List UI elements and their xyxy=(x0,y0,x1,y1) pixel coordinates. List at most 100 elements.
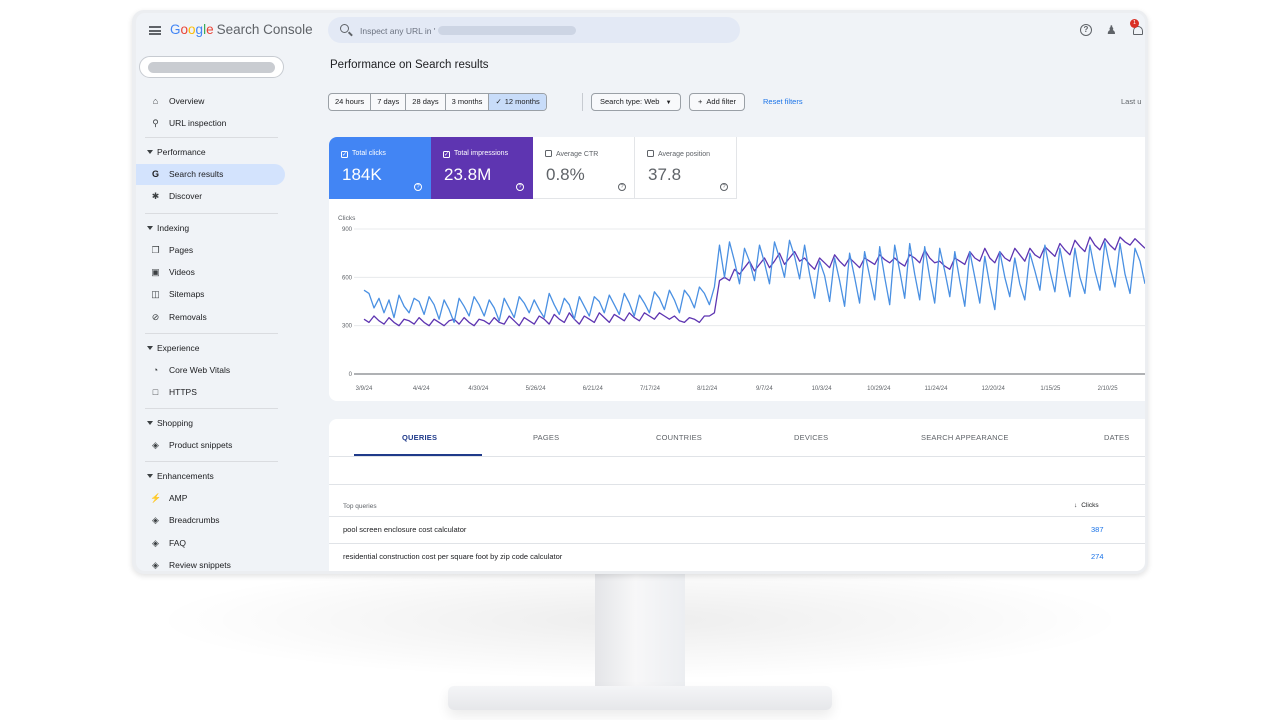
sidebar-item-review-snippets[interactable]: ◈ Review snippets xyxy=(136,555,285,571)
x-tick-label: 9/7/24 xyxy=(756,386,773,392)
sidebar-item-overview[interactable]: ⌂ Overview xyxy=(136,91,285,112)
videos-icon: ▣ xyxy=(151,267,160,277)
metric-average-position[interactable]: Average position 37.8 ? xyxy=(635,137,737,199)
sidebar-section-indexing[interactable]: Indexing xyxy=(136,219,285,237)
date-range-selector: 24 hours 7 days 28 days 3 months ✓ 12 mon… xyxy=(328,93,547,111)
manage-users-icon[interactable]: ♟ xyxy=(1106,23,1117,37)
sidebar-item-core-web-vitals[interactable]: ◔ Core Web Vitals xyxy=(136,360,285,381)
notifications-bell-icon[interactable]: 1 xyxy=(1130,19,1144,37)
logo-letter: e xyxy=(206,22,214,37)
tab-dates[interactable]: DATES xyxy=(1104,433,1130,442)
help-circle-icon[interactable]: ? xyxy=(414,183,422,191)
date-range-7-days[interactable]: 7 days xyxy=(371,94,407,110)
blurred-property-name xyxy=(438,26,576,35)
reset-filters-link[interactable]: Reset filters xyxy=(763,97,803,106)
tab-search-appearance[interactable]: SEARCH APPEARANCE xyxy=(921,433,1009,442)
sidebar-item-label: Discover xyxy=(169,191,203,201)
column-header-top-queries[interactable]: Top queries xyxy=(343,503,377,510)
search-type-button[interactable]: Search type: Web ▼ xyxy=(591,93,681,111)
y-tick-label: 0 xyxy=(349,372,353,378)
notification-badge: 1 xyxy=(1130,19,1139,28)
sidebar-item-breadcrumbs[interactable]: ◈ Breadcrumbs xyxy=(136,510,285,531)
last-updated-text: Last u xyxy=(1121,97,1142,106)
metric-label: ✓ Total impressions xyxy=(443,150,508,158)
x-tick-label: 12/20/24 xyxy=(982,386,1006,392)
layers-icon: ◈ xyxy=(152,560,159,570)
property-selector[interactable] xyxy=(139,56,284,78)
tab-queries[interactable]: QUERIES xyxy=(402,433,438,442)
monitor-stand-neck xyxy=(595,572,685,697)
sitemaps-icon: ◫ xyxy=(151,289,160,299)
sidebar-section-shopping[interactable]: Shopping xyxy=(136,414,285,432)
sidebar-item-label: Overview xyxy=(169,96,205,106)
metric-total-clicks[interactable]: ✓ Total clicks 184K ? xyxy=(329,137,431,199)
sidebar-divider xyxy=(145,408,278,409)
sidebar-item-label: Product snippets xyxy=(169,440,233,450)
toolbar-divider xyxy=(329,484,1145,485)
table-row-query[interactable]: pool screen enclosure cost calculator xyxy=(343,525,467,534)
url-inspection-search[interactable] xyxy=(328,17,740,43)
metric-total-impressions[interactable]: ✓ Total impressions 23.8M ? xyxy=(431,137,533,199)
sidebar-item-search-results[interactable]: G Search results xyxy=(136,164,285,185)
help-circle-icon[interactable]: ? xyxy=(720,183,728,191)
table-row-query[interactable]: residential construction cost per square… xyxy=(343,552,563,561)
page-title: Performance on Search results xyxy=(330,59,489,71)
sidebar-divider xyxy=(145,213,278,214)
help-circle-icon[interactable]: ? xyxy=(618,183,626,191)
metric-value: 0.8% xyxy=(546,165,585,184)
sidebar-item-label: Review snippets xyxy=(169,560,231,570)
layers-icon: ◈ xyxy=(152,515,159,525)
hamburger-menu-icon[interactable] xyxy=(149,26,161,35)
bolt-icon: ⚡ xyxy=(150,493,162,503)
metric-label-text: Average position xyxy=(658,151,711,158)
sidebar-section-experience[interactable]: Experience xyxy=(136,339,285,357)
date-range-12-months[interactable]: ✓ 12 months xyxy=(489,94,546,110)
sort-arrow-down-icon: ↓ xyxy=(1074,502,1078,509)
sidebar-item-videos[interactable]: ▣ Videos xyxy=(136,262,285,283)
date-range-3-months[interactable]: 3 months xyxy=(446,94,490,110)
sidebar-item-product-snippets[interactable]: ◈ Product snippets xyxy=(136,435,285,456)
search-console-logo[interactable]: Google Search Console xyxy=(170,22,313,37)
caret-down-icon xyxy=(147,226,153,230)
caret-down-icon: ▼ xyxy=(665,100,672,106)
metric-average-ctr[interactable]: Average CTR 0.8% ? xyxy=(533,137,635,199)
y-tick-label: 600 xyxy=(342,275,353,281)
clicks-impressions-line-chart[interactable]: Clicks 0 300 600 900 3/9/24 4/4/24 4/30/24 5/26/… xyxy=(329,207,1145,401)
sidebar-divider xyxy=(145,137,278,138)
date-range-28-days[interactable]: 28 days xyxy=(406,94,446,110)
dimension-table-card: QUERIES PAGES COUNTRIES DEVICES SEARCH A… xyxy=(329,419,1145,571)
tab-devices[interactable]: DEVICES xyxy=(794,433,829,442)
date-range-24-hours[interactable]: 24 hours xyxy=(329,94,372,110)
x-tick-label: 6/21/24 xyxy=(583,386,604,392)
search-type-label: Search type: Web xyxy=(600,97,660,106)
sidebar-item-label: URL inspection xyxy=(169,118,227,128)
sidebar-item-url-inspection[interactable]: ⚲ URL inspection xyxy=(136,113,285,134)
x-tick-label: 7/17/24 xyxy=(640,386,661,392)
sidebar-section-enhancements[interactable]: Enhancements xyxy=(136,467,285,485)
tab-countries[interactable]: COUNTRIES xyxy=(656,433,702,442)
help-circle-icon[interactable]: ? xyxy=(516,183,524,191)
metric-value: 37.8 xyxy=(648,165,682,184)
x-tick-label: 10/29/24 xyxy=(867,386,891,392)
sidebar-item-removals[interactable]: ⊘ Removals xyxy=(136,307,285,328)
sidebar-item-pages[interactable]: ❐ Pages xyxy=(136,240,285,261)
sidebar-item-discover[interactable]: ✱ Discover xyxy=(136,186,285,207)
add-filter-button[interactable]: + Add filter xyxy=(689,93,745,111)
sidebar-section-performance[interactable]: Performance xyxy=(136,143,285,161)
sidebar-item-amp[interactable]: ⚡ AMP xyxy=(136,488,285,509)
metric-value: 23.8M xyxy=(444,165,492,184)
help-icon[interactable]: ? xyxy=(1080,24,1092,36)
sidebar-item-faq[interactable]: ◈ FAQ xyxy=(136,533,285,554)
column-header-clicks[interactable]: ↓ Clicks xyxy=(1074,502,1099,509)
section-title: Performance xyxy=(157,147,206,157)
metric-label: Average CTR xyxy=(545,150,598,158)
sidebar-item-sitemaps[interactable]: ◫ Sitemaps xyxy=(136,284,285,305)
sidebar-item-label: Search results xyxy=(169,169,224,179)
logo-letter: o xyxy=(188,22,196,37)
tab-pages[interactable]: PAGES xyxy=(533,433,560,442)
checkbox-checked-icon: ✓ xyxy=(341,151,348,158)
active-tab-indicator xyxy=(354,454,482,456)
sidebar-item-https[interactable]: □ HTTPS xyxy=(136,382,285,403)
